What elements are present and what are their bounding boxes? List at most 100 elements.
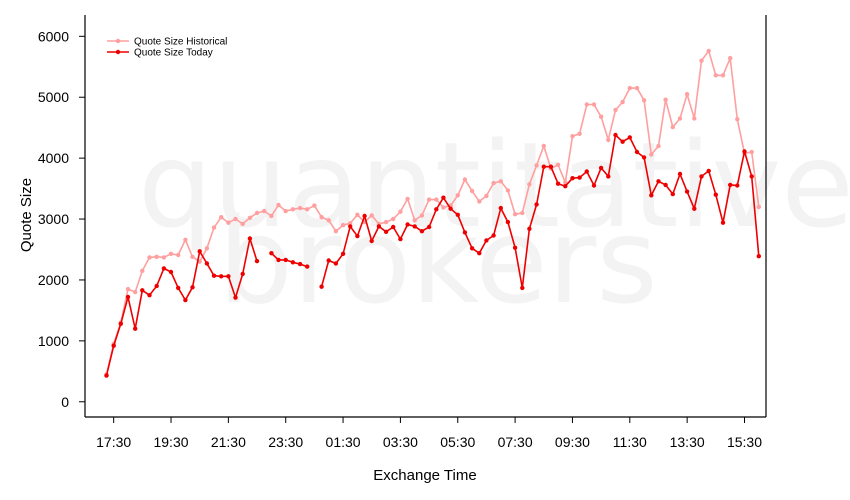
x-tick-label: 07:30 xyxy=(498,434,533,450)
series-point xyxy=(649,193,654,198)
series-point xyxy=(297,205,303,211)
series-point xyxy=(670,191,675,197)
series-point xyxy=(362,213,367,219)
series-point xyxy=(283,257,288,263)
series-point xyxy=(262,208,267,214)
series-point xyxy=(491,233,496,238)
x-tick-label: 13:30 xyxy=(670,434,705,450)
series-point xyxy=(584,169,589,174)
series-point xyxy=(606,174,611,179)
series-point xyxy=(735,117,740,122)
series-point xyxy=(211,273,217,278)
series-point xyxy=(269,251,274,256)
series-point xyxy=(591,183,597,188)
series-point xyxy=(405,196,410,202)
series-point xyxy=(118,321,124,326)
series-point xyxy=(247,236,253,241)
series-point xyxy=(577,131,582,136)
series-point xyxy=(269,213,274,219)
series-point xyxy=(168,251,174,256)
legend-marker xyxy=(115,38,121,44)
series-point xyxy=(290,260,296,265)
series-point xyxy=(154,283,159,289)
series-point xyxy=(713,73,718,78)
series-point xyxy=(735,183,740,188)
series-point xyxy=(598,165,604,171)
series-point xyxy=(527,182,532,187)
series-point xyxy=(211,225,217,230)
y-tick-label: 2000 xyxy=(38,272,69,288)
series-point xyxy=(348,224,353,229)
series-point xyxy=(706,48,711,54)
series-point xyxy=(355,212,360,217)
series-point xyxy=(161,255,167,260)
x-tick-label: 11:30 xyxy=(613,434,647,450)
series-point xyxy=(613,107,618,113)
series-point xyxy=(749,149,754,155)
series-point xyxy=(240,221,245,227)
series-point xyxy=(505,188,511,193)
series-point xyxy=(512,245,518,250)
series-point xyxy=(728,56,733,61)
series-point xyxy=(512,212,518,217)
series-point xyxy=(412,224,417,229)
x-tick-label: 21:30 xyxy=(211,434,246,450)
legend-marker xyxy=(115,49,121,55)
series-point xyxy=(383,219,389,225)
series-point xyxy=(161,266,167,271)
series-point xyxy=(168,269,174,275)
x-tick-label: 19:30 xyxy=(153,434,188,450)
y-axis-title: Quote Size xyxy=(18,178,35,252)
series-point xyxy=(649,152,654,157)
series-point xyxy=(555,162,561,167)
series-point xyxy=(641,98,647,103)
series-point xyxy=(677,116,683,121)
series-point xyxy=(190,285,195,290)
series-point xyxy=(634,85,640,91)
series-point xyxy=(391,224,396,230)
series-point xyxy=(176,252,181,258)
series-point xyxy=(219,274,224,279)
series-point xyxy=(477,251,482,256)
series-point xyxy=(369,213,374,218)
series-point xyxy=(584,102,589,107)
y-axis: 0 1000 2000 3000 4000 5000 6000 xyxy=(38,28,85,410)
plot-frame xyxy=(84,15,767,418)
series-point xyxy=(426,197,432,202)
series-point xyxy=(254,258,260,264)
series-point xyxy=(183,237,188,242)
series-point xyxy=(441,205,446,210)
series-point xyxy=(627,85,632,91)
series-point xyxy=(140,288,145,293)
series-point xyxy=(534,202,539,207)
series-point xyxy=(154,254,159,259)
series-point xyxy=(534,163,539,168)
y-tick-label: 4000 xyxy=(38,150,69,166)
series-point xyxy=(498,179,503,184)
series-point xyxy=(598,114,604,119)
series-point xyxy=(491,180,496,186)
series-point xyxy=(333,261,339,266)
series-point xyxy=(484,238,489,243)
series-point xyxy=(233,295,238,300)
series-point xyxy=(254,210,260,216)
series-point xyxy=(663,97,668,102)
series-point xyxy=(283,208,288,214)
x-tick-label: 05:30 xyxy=(440,434,475,450)
series-point xyxy=(548,164,554,169)
series-point xyxy=(541,164,546,169)
series-point xyxy=(448,206,453,211)
series-point xyxy=(176,285,181,291)
series-point xyxy=(419,213,425,218)
series-1 xyxy=(104,132,761,378)
series-point xyxy=(477,199,482,204)
series-point xyxy=(391,216,396,222)
series-point xyxy=(340,251,346,256)
series-point xyxy=(434,207,439,212)
series-point xyxy=(419,229,425,234)
y-tick-label: 1000 xyxy=(38,333,69,349)
x-tick-label: 23:30 xyxy=(268,434,303,450)
series-point xyxy=(670,124,675,130)
series-point xyxy=(563,180,568,185)
